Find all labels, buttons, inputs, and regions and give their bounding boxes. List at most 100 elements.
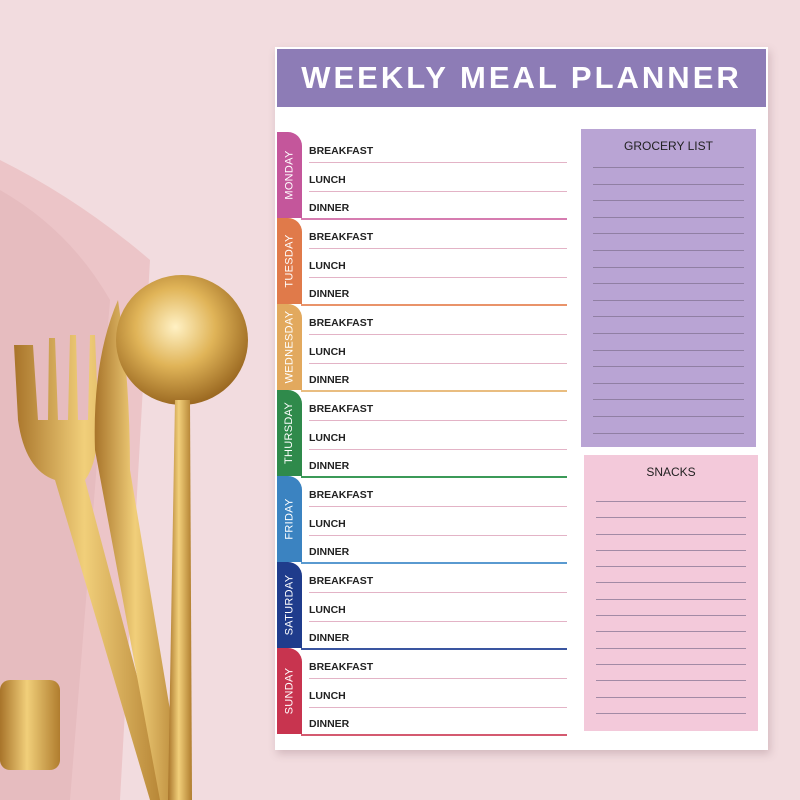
list-line[interactable] bbox=[596, 647, 746, 649]
writing-line bbox=[309, 190, 567, 192]
list-line[interactable] bbox=[596, 549, 746, 551]
list-line[interactable] bbox=[593, 216, 744, 218]
grocery-list-title: GROCERY LIST bbox=[624, 139, 713, 153]
meal-entry-line[interactable]: LUNCH bbox=[309, 339, 567, 367]
day-section-monday: MONDAY BREAKFAST LUNCH DINNER bbox=[277, 132, 573, 220]
meal-entry-line[interactable]: DINNER bbox=[301, 367, 567, 395]
meal-label: LUNCH bbox=[309, 603, 346, 616]
meal-label: DINNER bbox=[309, 546, 350, 558]
meal-entry-line[interactable]: DINNER bbox=[301, 195, 567, 223]
list-line[interactable] bbox=[593, 200, 744, 202]
meal-entry-line[interactable]: BREAKFAST bbox=[309, 654, 567, 682]
list-line[interactable] bbox=[593, 167, 744, 168]
list-line[interactable] bbox=[593, 283, 744, 285]
meal-entry-line[interactable]: DINNER bbox=[301, 711, 567, 739]
spoon bbox=[116, 275, 248, 800]
page-title: WEEKLY MEAL PLANNER bbox=[277, 49, 766, 107]
writing-line bbox=[301, 562, 567, 564]
meal-entry-line[interactable]: BREAKFAST bbox=[309, 224, 567, 252]
day-tab: FRIDAY bbox=[277, 476, 302, 562]
writing-line bbox=[309, 276, 567, 278]
list-line[interactable] bbox=[593, 316, 744, 318]
list-line[interactable] bbox=[593, 249, 744, 251]
meal-entry-line[interactable]: BREAKFAST bbox=[309, 482, 567, 510]
list-line[interactable] bbox=[593, 332, 744, 334]
writing-line bbox=[301, 304, 567, 306]
meal-entry-line[interactable]: LUNCH bbox=[309, 167, 567, 195]
meal-planner-sheet: WEEKLY MEAL PLANNER MONDAY BREAKFAST LUNCH… bbox=[275, 47, 768, 750]
list-line[interactable] bbox=[596, 566, 746, 568]
day-label: FRIDAY bbox=[283, 498, 296, 540]
meal-label: DINNER bbox=[309, 632, 350, 644]
grocery-list-panel: GROCERY LIST bbox=[581, 129, 756, 447]
list-line[interactable] bbox=[593, 266, 744, 268]
list-line[interactable] bbox=[596, 517, 746, 519]
writing-line bbox=[309, 678, 567, 679]
list-line[interactable] bbox=[593, 183, 744, 185]
meal-label: BREAKFAST bbox=[309, 317, 374, 329]
meal-label: DINNER bbox=[309, 374, 350, 386]
meal-entry-line[interactable]: LUNCH bbox=[309, 597, 567, 625]
list-line[interactable] bbox=[596, 501, 746, 502]
day-section-thursday: THURSDAY BREAKFAST LUNCH DINNER bbox=[277, 390, 573, 478]
meal-label: BREAKFAST bbox=[309, 489, 374, 501]
snacks-panel: SNACKS bbox=[584, 455, 758, 731]
meal-entry-line[interactable]: DINNER bbox=[301, 453, 567, 481]
list-line[interactable] bbox=[596, 631, 746, 633]
list-line[interactable] bbox=[596, 582, 746, 584]
meal-entry-line[interactable]: LUNCH bbox=[309, 511, 567, 539]
meal-entry-line[interactable]: LUNCH bbox=[309, 253, 567, 281]
list-line[interactable] bbox=[596, 533, 746, 535]
list-line[interactable] bbox=[593, 382, 744, 384]
day-label: WEDNESDAY bbox=[283, 310, 296, 384]
list-line[interactable] bbox=[593, 432, 744, 434]
list-line[interactable] bbox=[593, 349, 744, 351]
list-line[interactable] bbox=[596, 598, 746, 600]
meal-label: DINNER bbox=[309, 288, 350, 300]
meal-label: BREAKFAST bbox=[309, 575, 374, 587]
writing-line bbox=[309, 706, 567, 708]
meal-entry-line[interactable]: LUNCH bbox=[309, 425, 567, 453]
list-line[interactable] bbox=[596, 615, 746, 617]
day-section-wednesday: WEDNESDAY BREAKFAST LUNCH DINNER bbox=[277, 304, 573, 392]
list-line[interactable] bbox=[596, 712, 746, 714]
meal-entry-line[interactable]: LUNCH bbox=[309, 683, 567, 711]
list-line[interactable] bbox=[596, 680, 746, 682]
snacks-title: SNACKS bbox=[646, 465, 696, 479]
list-line[interactable] bbox=[596, 696, 746, 698]
writing-line bbox=[309, 162, 567, 163]
list-line[interactable] bbox=[593, 366, 744, 368]
meal-entry-line[interactable]: DINNER bbox=[301, 281, 567, 309]
day-label: MONDAY bbox=[283, 150, 296, 200]
meal-label: BREAKFAST bbox=[309, 403, 374, 415]
fork bbox=[14, 335, 170, 800]
meal-entry-line[interactable]: BREAKFAST bbox=[309, 568, 567, 596]
writing-line bbox=[309, 420, 567, 421]
list-line[interactable] bbox=[593, 299, 744, 301]
list-line[interactable] bbox=[593, 233, 744, 235]
day-label: THURSDAY bbox=[283, 401, 296, 465]
meal-entry-line[interactable]: DINNER bbox=[301, 539, 567, 567]
meal-entry-line[interactable]: DINNER bbox=[301, 625, 567, 653]
day-tab: THURSDAY bbox=[277, 390, 302, 476]
day-tab: MONDAY bbox=[277, 132, 302, 218]
writing-line bbox=[309, 362, 567, 364]
writing-line bbox=[301, 734, 567, 736]
day-section-sunday: SUNDAY BREAKFAST LUNCH DINNER bbox=[277, 648, 573, 736]
meal-label: LUNCH bbox=[309, 345, 346, 358]
day-tab: SATURDAY bbox=[277, 562, 302, 648]
meal-label: LUNCH bbox=[309, 259, 346, 272]
day-section-friday: FRIDAY BREAKFAST LUNCH DINNER bbox=[277, 476, 573, 564]
meal-label: LUNCH bbox=[309, 689, 346, 702]
writing-line bbox=[309, 534, 567, 536]
meal-entry-line[interactable]: BREAKFAST bbox=[309, 310, 567, 338]
meal-entry-line[interactable]: BREAKFAST bbox=[309, 396, 567, 424]
list-line[interactable] bbox=[593, 415, 744, 417]
list-line[interactable] bbox=[596, 663, 746, 665]
list-line[interactable] bbox=[593, 399, 744, 401]
meal-label: DINNER bbox=[309, 202, 350, 214]
meal-entry-line[interactable]: BREAKFAST bbox=[309, 138, 567, 166]
meal-label: BREAKFAST bbox=[309, 231, 374, 243]
day-tab: TUESDAY bbox=[277, 218, 302, 304]
